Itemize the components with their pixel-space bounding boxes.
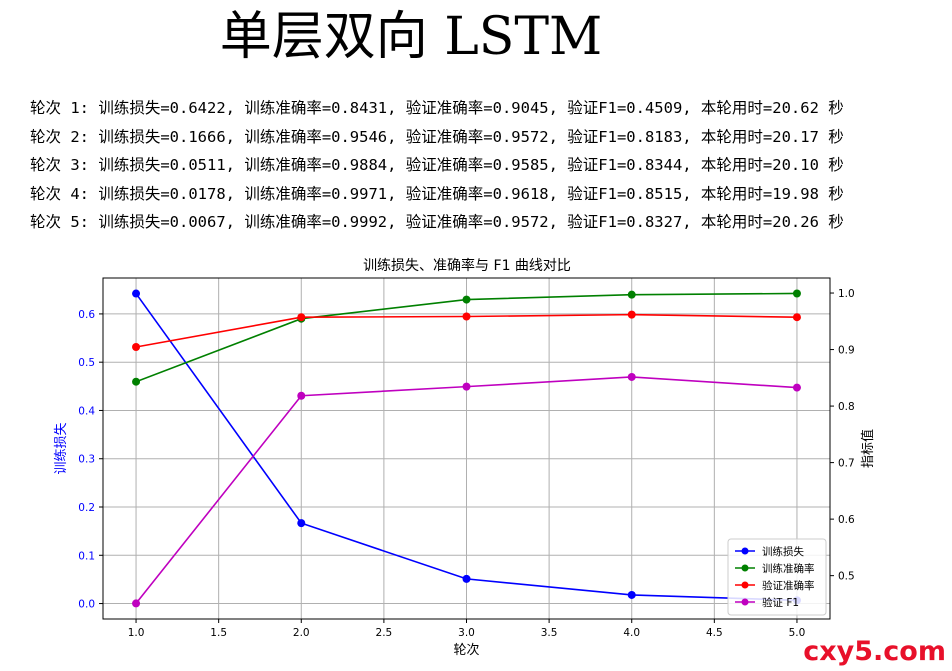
x-tick-label: 1.5 — [210, 627, 227, 639]
y-left-tick-label: 0.1 — [78, 550, 95, 562]
y-right-tick-label: 1.0 — [838, 288, 855, 300]
x-tick-label: 5.0 — [789, 627, 806, 639]
grid — [103, 278, 830, 619]
x-tick-label: 2.0 — [293, 627, 310, 639]
legend-label: 训练损失 — [762, 545, 804, 558]
legend-label: 验证准确率 — [762, 579, 815, 592]
y-right-tick-label: 0.7 — [838, 458, 855, 470]
data-point-s4 — [627, 372, 636, 381]
x-tick-label: 4.5 — [706, 627, 723, 639]
x-tick-label: 3.5 — [541, 627, 558, 639]
page-title: 单层双向 LSTM — [219, 7, 603, 67]
y-left-tick-label: 0.3 — [78, 454, 95, 466]
y-right-tick-label: 0.8 — [838, 401, 855, 413]
legend-label: 验证 F1 — [762, 596, 799, 609]
legend-marker — [741, 547, 749, 555]
y-right-axis-label: 指标值 — [860, 429, 876, 468]
data-point-s1 — [462, 574, 471, 583]
training-log: 轮次 1: 训练损失=0.6422, 训练准确率=0.8431, 验证准确率=0… — [30, 94, 844, 237]
x-tick-label: 3.0 — [458, 627, 475, 639]
y-left-tick-label: 0.0 — [78, 599, 95, 611]
y-right-tick-label: 0.5 — [838, 571, 855, 583]
data-point-s3 — [297, 313, 306, 322]
data-point-s2 — [627, 290, 636, 299]
data-point-s1 — [297, 519, 306, 528]
y-left-tick-label: 0.5 — [78, 357, 95, 369]
log-line-epoch-3: 轮次 3: 训练损失=0.0511, 训练准确率=0.9884, 验证准确率=0… — [30, 156, 844, 175]
data-point-s2 — [132, 377, 141, 386]
legend-marker — [741, 598, 749, 606]
x-tick-label: 1.0 — [128, 627, 145, 639]
log-line-epoch-1: 轮次 1: 训练损失=0.6422, 训练准确率=0.8431, 验证准确率=0… — [30, 99, 844, 117]
y-right-tick-label: 0.6 — [838, 514, 855, 526]
data-point-s3 — [627, 310, 636, 319]
x-axis-label: 轮次 — [453, 642, 479, 658]
axes: 1.0 1.5 2.0 2.5 3.0 3.5 4.0 4.5 5.0 0.0 0.1 0.2 0.3 0… — [78, 288, 855, 639]
data-point-s4 — [132, 599, 141, 608]
chart-title: 训练损失、准确率与 F1 曲线对比 — [363, 257, 571, 274]
data-point-s3 — [462, 312, 471, 321]
x-tick-label: 4.0 — [623, 627, 640, 639]
data-point-s3 — [132, 343, 141, 352]
data-point-s1 — [627, 590, 636, 599]
watermark: cxy5.com — [803, 636, 946, 667]
data-point-s2 — [792, 289, 801, 298]
metrics-chart: 训练损失、准确率与 F1 曲线对比 1.0 1.5 2.0 2.5 3.0 3.5 4.0 4… — [54, 257, 876, 658]
y-right-tick-label: 0.9 — [838, 345, 855, 357]
log-line-epoch-4: 轮次 4: 训练损失=0.0178, 训练准确率=0.9971, 验证准确率=0… — [30, 184, 844, 203]
data-point-s4 — [297, 391, 306, 400]
data-point-s3 — [792, 313, 801, 322]
data-point-s1 — [132, 289, 141, 298]
log-line-epoch-2: 轮次 2: 训练损失=0.1666, 训练准确率=0.9546, 验证准确率=0… — [30, 127, 844, 146]
legend-marker — [741, 581, 749, 589]
data-point-s4 — [792, 383, 801, 392]
y-left-tick-label: 0.2 — [78, 502, 95, 514]
x-tick-label: 2.5 — [376, 627, 393, 639]
legend-marker — [741, 564, 749, 572]
y-left-tick-label: 0.6 — [78, 309, 95, 321]
series-layer — [132, 289, 801, 608]
y-left-tick-label: 0.4 — [78, 405, 95, 417]
legend-label: 训练准确率 — [762, 562, 815, 575]
data-point-s4 — [462, 382, 471, 391]
log-line-epoch-5: 轮次 5: 训练损失=0.0067, 训练准确率=0.9992, 验证准确率=0… — [30, 213, 844, 232]
data-point-s2 — [462, 295, 471, 304]
y-left-axis-label: 训练损失 — [54, 422, 69, 474]
legend-box — [727, 538, 827, 616]
